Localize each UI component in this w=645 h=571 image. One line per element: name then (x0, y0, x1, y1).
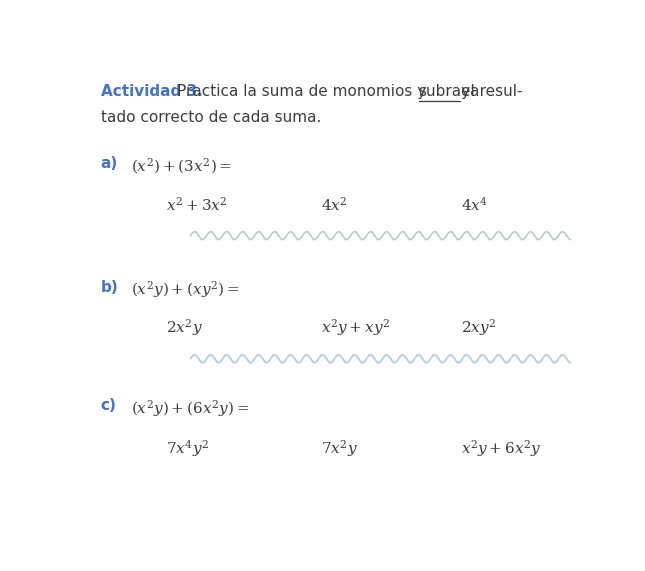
Text: $2x^2y$: $2x^2y$ (166, 317, 203, 338)
Text: $4x^2$: $4x^2$ (321, 196, 347, 214)
Text: tado correcto de cada suma.: tado correcto de cada suma. (101, 110, 321, 125)
Text: c): c) (101, 399, 117, 413)
Text: $(x^2y) + (xy^2) =$: $(x^2y) + (xy^2) =$ (130, 280, 239, 300)
Text: $x^2y + xy^2$: $x^2y + xy^2$ (321, 317, 390, 338)
Text: $4x^4$: $4x^4$ (461, 196, 488, 214)
Text: $(x^2) + (3x^2) =$: $(x^2) + (3x^2) =$ (130, 156, 232, 176)
Text: subraya: subraya (419, 84, 480, 99)
Text: el resul-: el resul- (461, 84, 522, 99)
Text: Actividad 3.: Actividad 3. (101, 84, 203, 99)
Text: b): b) (101, 280, 119, 295)
Text: $2xy^2$: $2xy^2$ (461, 317, 496, 338)
Text: $x^2y + 6x^2y$: $x^2y + 6x^2y$ (461, 438, 541, 459)
Text: $7x^4y^2$: $7x^4y^2$ (166, 438, 209, 459)
Text: a): a) (101, 156, 118, 171)
Text: Practica la suma de monomios y: Practica la suma de monomios y (177, 84, 426, 99)
Text: $7x^2y$: $7x^2y$ (321, 438, 357, 459)
Text: $x^2 + 3x^2$: $x^2 + 3x^2$ (166, 196, 227, 214)
Text: $(x^2y) + (6x^2y) =$: $(x^2y) + (6x^2y) =$ (130, 399, 249, 419)
